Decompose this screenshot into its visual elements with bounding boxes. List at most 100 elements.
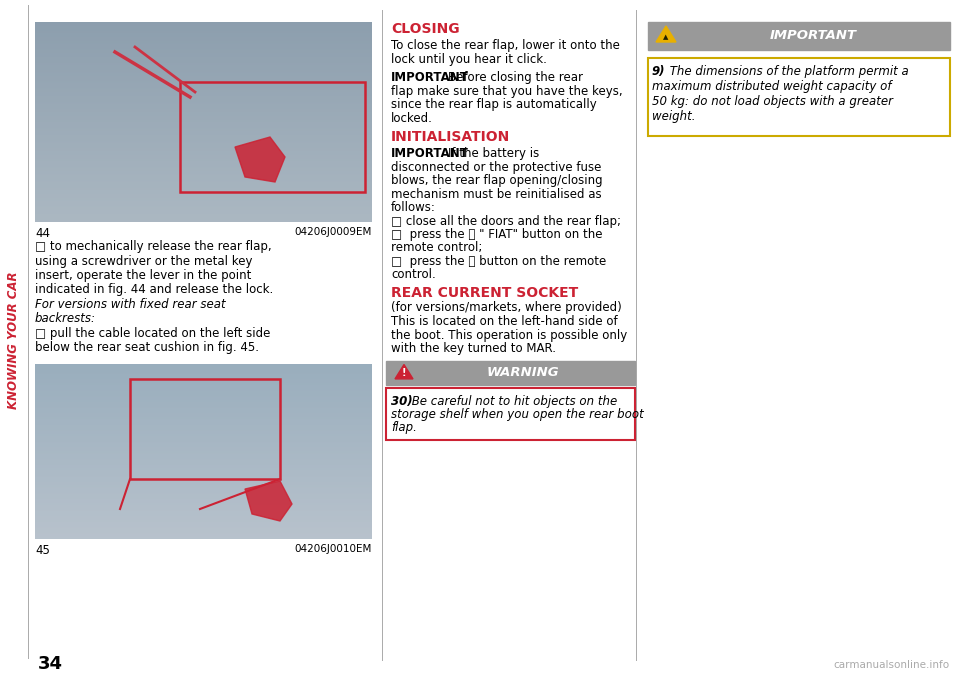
Bar <box>35 119 372 120</box>
Bar <box>35 76 372 77</box>
Bar <box>35 77 372 78</box>
Bar <box>35 212 372 213</box>
Bar <box>35 435 372 436</box>
Text: KNOWING YOUR CAR: KNOWING YOUR CAR <box>8 271 20 409</box>
Bar <box>35 404 372 405</box>
Bar <box>35 107 372 108</box>
Bar <box>35 375 372 376</box>
Bar <box>35 38 372 39</box>
Bar <box>35 532 372 533</box>
Bar <box>35 525 372 526</box>
Bar <box>35 451 372 452</box>
Bar <box>35 433 372 434</box>
Bar <box>35 130 372 131</box>
Bar <box>35 210 372 211</box>
Bar <box>35 201 372 202</box>
Text: follows:: follows: <box>391 201 436 214</box>
Bar <box>35 87 372 88</box>
Bar <box>35 457 372 458</box>
Bar <box>35 166 372 167</box>
Bar <box>35 376 372 377</box>
Bar <box>35 124 372 125</box>
Bar <box>35 54 372 55</box>
Bar <box>35 481 372 482</box>
Bar <box>35 507 372 508</box>
Text: WARNING: WARNING <box>486 365 559 378</box>
Text: insert, operate the lever in the point: insert, operate the lever in the point <box>35 269 252 282</box>
Bar <box>35 191 372 192</box>
Bar <box>35 489 372 490</box>
Bar <box>35 97 372 98</box>
Bar <box>35 419 372 420</box>
Bar <box>35 196 372 197</box>
Bar <box>35 521 372 522</box>
Bar <box>35 364 372 365</box>
Bar <box>35 486 372 487</box>
Bar <box>35 508 372 509</box>
Bar <box>35 177 372 178</box>
Bar <box>35 32 372 33</box>
Bar <box>35 134 372 135</box>
Bar <box>35 504 372 505</box>
Bar <box>35 125 372 126</box>
Bar <box>35 27 372 28</box>
Bar <box>35 98 372 99</box>
Bar <box>35 462 372 463</box>
Bar <box>35 536 372 537</box>
Bar <box>35 49 372 50</box>
Bar <box>35 372 372 373</box>
Polygon shape <box>656 26 676 42</box>
Bar <box>35 522 372 523</box>
Bar <box>35 415 372 416</box>
Bar <box>35 56 372 57</box>
Bar <box>35 498 372 499</box>
Bar <box>35 140 372 141</box>
Bar <box>35 193 372 194</box>
Bar <box>35 110 372 111</box>
Bar <box>35 92 372 93</box>
Bar <box>35 188 372 189</box>
Bar <box>35 463 372 464</box>
Bar <box>35 500 372 501</box>
Bar <box>35 197 372 198</box>
Bar <box>35 408 372 409</box>
Bar <box>35 476 372 477</box>
Bar <box>35 169 372 170</box>
Polygon shape <box>395 365 413 379</box>
Bar <box>35 165 372 166</box>
Bar <box>35 67 372 68</box>
Text: □ to mechanically release the rear flap,: □ to mechanically release the rear flap, <box>35 240 272 253</box>
Bar <box>35 161 372 162</box>
Bar <box>35 25 372 26</box>
Bar <box>35 373 372 374</box>
Bar <box>35 145 372 146</box>
Text: □  press the 🔒 " FIAT" button on the: □ press the 🔒 " FIAT" button on the <box>391 228 603 241</box>
Bar <box>35 45 372 46</box>
Bar <box>35 531 372 532</box>
Polygon shape <box>235 137 285 182</box>
Bar <box>35 491 372 492</box>
Bar <box>35 534 372 535</box>
Bar <box>35 454 372 455</box>
Bar <box>35 174 372 175</box>
Bar <box>35 26 372 27</box>
Bar <box>35 154 372 155</box>
Bar <box>648 22 950 50</box>
Text: flap make sure that you have the keys,: flap make sure that you have the keys, <box>391 85 623 98</box>
Bar <box>35 441 372 442</box>
Bar <box>35 209 372 210</box>
Bar <box>35 57 372 58</box>
Text: IMPORTANT: IMPORTANT <box>391 71 468 84</box>
Bar <box>35 155 372 156</box>
Bar <box>35 369 372 370</box>
Bar <box>35 220 372 221</box>
Bar <box>35 397 372 398</box>
Bar <box>35 445 372 446</box>
Bar <box>35 403 372 404</box>
Bar <box>35 497 372 498</box>
Bar <box>35 126 372 127</box>
Bar <box>35 59 372 60</box>
Bar <box>35 527 372 528</box>
Bar <box>35 418 372 419</box>
Bar <box>35 185 372 186</box>
